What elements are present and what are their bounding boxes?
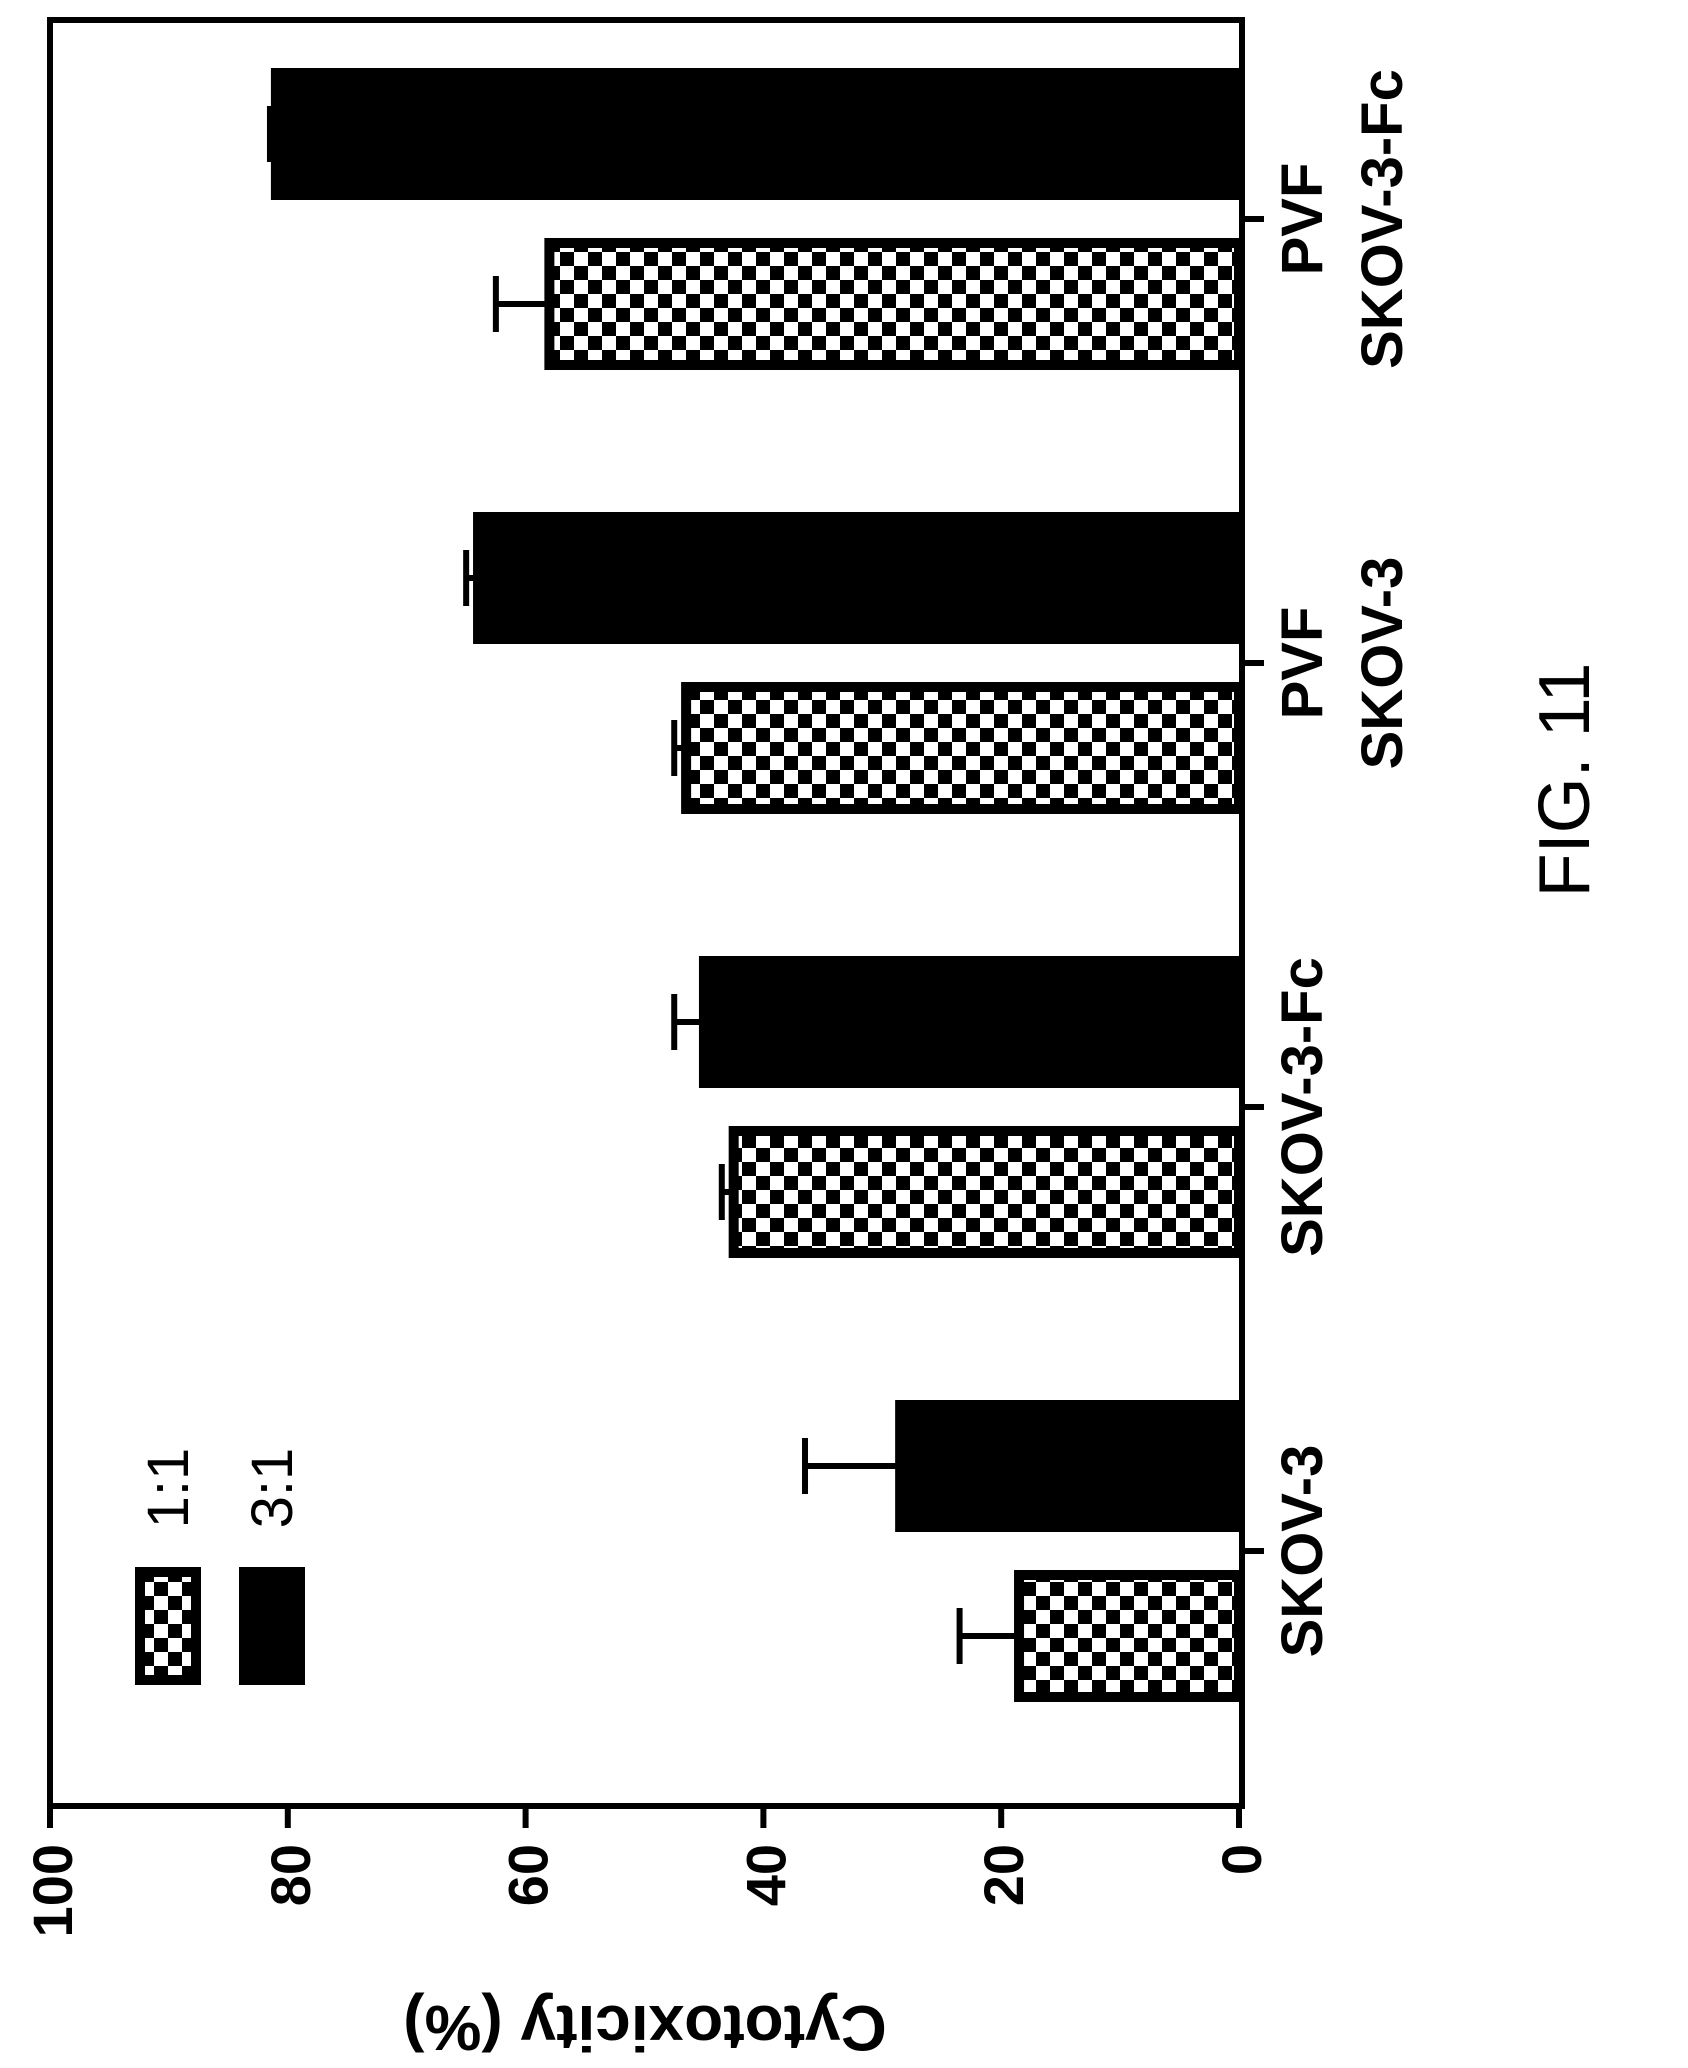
- bars: [266, 68, 1245, 1702]
- bar-ratio-1-1: [544, 238, 1244, 370]
- category-label: SKOV-3: [1350, 557, 1415, 770]
- bar-ratio-1-1: [728, 1126, 1244, 1258]
- category-label: PVF: [1270, 163, 1335, 276]
- figure-label: FIG. 11: [1525, 662, 1605, 898]
- value-axis: 0 20 40 60 80 100: [21, 1806, 1273, 1937]
- bar-ratio-3-1: [473, 512, 1245, 644]
- category-label: SKOV-3-Fc: [1270, 957, 1335, 1257]
- bar-ratio-1-1: [681, 682, 1244, 814]
- legend-swatch: [239, 1567, 305, 1685]
- value-axis-label: Cytotoxicity (%): [403, 1992, 887, 2064]
- category-label: SKOV-3-Fc: [1350, 69, 1415, 369]
- plot-frame: [47, 17, 1245, 1809]
- bar-ratio-3-1: [698, 956, 1244, 1088]
- legend: 1:1 3:1: [135, 1448, 305, 1685]
- value-tick-label: 0: [1210, 1844, 1273, 1875]
- value-axis-label-group: Cytotoxicity (%): [403, 1992, 887, 2064]
- bar-ratio-1-1: [1014, 1570, 1244, 1702]
- value-tick-label: 20: [972, 1844, 1035, 1906]
- category-label: PVF: [1270, 607, 1335, 720]
- value-tick-label: 40: [734, 1844, 797, 1906]
- legend-swatch: [135, 1567, 201, 1685]
- value-tick-label: 80: [259, 1844, 322, 1906]
- value-tick-label: 60: [497, 1844, 560, 1906]
- bar-ratio-3-1: [270, 68, 1245, 200]
- value-tick-label: 100: [21, 1844, 84, 1937]
- legend-label: 3:1: [240, 1448, 305, 1529]
- category-label: SKOV-3: [1270, 1445, 1335, 1658]
- legend-label: 1:1: [136, 1448, 201, 1529]
- bar-ratio-3-1: [895, 1400, 1244, 1532]
